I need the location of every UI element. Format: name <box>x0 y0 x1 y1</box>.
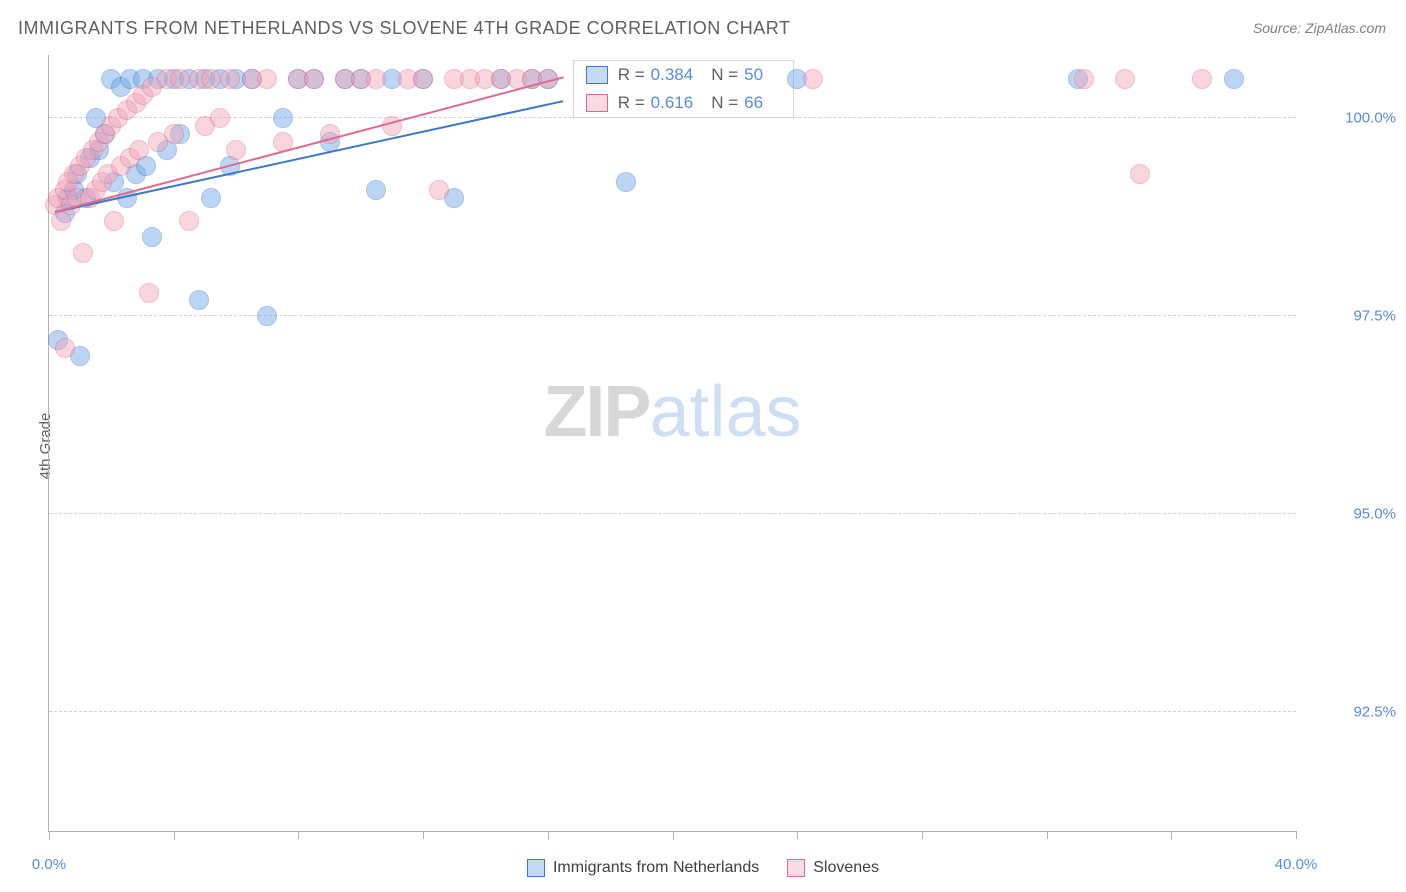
bottom-legend: Immigrants from Netherlands Slovenes <box>0 859 1406 882</box>
scatter-point <box>164 124 184 144</box>
scatter-point <box>201 188 221 208</box>
x-tick-mark <box>548 831 549 839</box>
x-tick-mark <box>1171 831 1172 839</box>
correlation-stats-box: R = 0.384 N = 50 R = 0.616 N = 66 <box>573 60 794 118</box>
scatter-point <box>1074 69 1094 89</box>
watermark-atlas: atlas <box>649 372 801 452</box>
y-tick-label: 92.5% <box>1306 704 1396 721</box>
scatter-point <box>366 69 386 89</box>
scatter-point <box>139 283 159 303</box>
r-value: 0.384 <box>651 65 694 85</box>
scatter-point <box>129 140 149 160</box>
legend-swatch <box>787 859 805 877</box>
scatter-point <box>104 211 124 231</box>
stat-row: R = 0.384 N = 50 <box>574 61 793 89</box>
source-attribution: Source: ZipAtlas.com <box>1253 20 1386 36</box>
x-tick-mark <box>922 831 923 839</box>
y-tick-label: 95.0% <box>1306 506 1396 523</box>
scatter-point <box>201 69 221 89</box>
scatter-point <box>803 69 823 89</box>
scatter-point <box>616 172 636 192</box>
x-tick-mark <box>1296 831 1297 839</box>
scatter-point <box>257 69 277 89</box>
scatter-point <box>179 211 199 231</box>
scatter-point <box>226 140 246 160</box>
scatter-point <box>220 69 240 89</box>
watermark: ZIPatlas <box>543 371 801 453</box>
gridline <box>49 711 1296 712</box>
scatter-point <box>170 69 190 89</box>
gridline <box>49 315 1296 316</box>
legend-swatch <box>527 859 545 877</box>
scatter-point <box>366 180 386 200</box>
watermark-zip: ZIP <box>543 372 649 452</box>
gridline <box>49 513 1296 514</box>
scatter-point <box>142 227 162 247</box>
scatter-point <box>257 306 277 326</box>
gridline <box>49 117 1296 118</box>
scatter-point <box>189 290 209 310</box>
legend-item: Immigrants from Netherlands <box>527 859 759 877</box>
scatter-point <box>73 243 93 263</box>
x-tick-mark <box>423 831 424 839</box>
scatter-point <box>413 69 433 89</box>
scatter-point <box>55 338 75 358</box>
r-label: R = <box>618 93 645 113</box>
x-tick-mark <box>797 831 798 839</box>
scatter-point <box>429 180 449 200</box>
n-label: N = <box>711 93 738 113</box>
scatter-point <box>210 108 230 128</box>
stat-row: R = 0.616 N = 66 <box>574 89 793 117</box>
n-value: 50 <box>744 65 763 85</box>
legend-label: Immigrants from Netherlands <box>553 859 759 877</box>
n-label: N = <box>711 65 738 85</box>
scatter-plot-area: ZIPatlas R =0.384N =50R =0.616N =66 92.5… <box>48 55 1296 832</box>
scatter-point <box>1115 69 1135 89</box>
scatter-point <box>273 108 293 128</box>
x-tick-mark <box>174 831 175 839</box>
scatter-point <box>304 69 324 89</box>
r-value: 0.616 <box>651 93 694 113</box>
y-tick-label: 97.5% <box>1306 308 1396 325</box>
legend-item: Slovenes <box>787 859 879 877</box>
n-value: 66 <box>744 93 763 113</box>
legend-label: Slovenes <box>813 859 879 877</box>
y-tick-label: 100.0% <box>1306 110 1396 127</box>
scatter-point <box>1224 69 1244 89</box>
chart-title: IMMIGRANTS FROM NETHERLANDS VS SLOVENE 4… <box>18 18 790 39</box>
stat-swatch <box>586 66 608 84</box>
scatter-point <box>1192 69 1212 89</box>
stat-swatch <box>586 94 608 112</box>
x-tick-mark <box>1047 831 1048 839</box>
x-tick-mark <box>49 831 50 839</box>
r-label: R = <box>618 65 645 85</box>
x-tick-mark <box>673 831 674 839</box>
x-tick-mark <box>298 831 299 839</box>
scatter-point <box>1130 164 1150 184</box>
